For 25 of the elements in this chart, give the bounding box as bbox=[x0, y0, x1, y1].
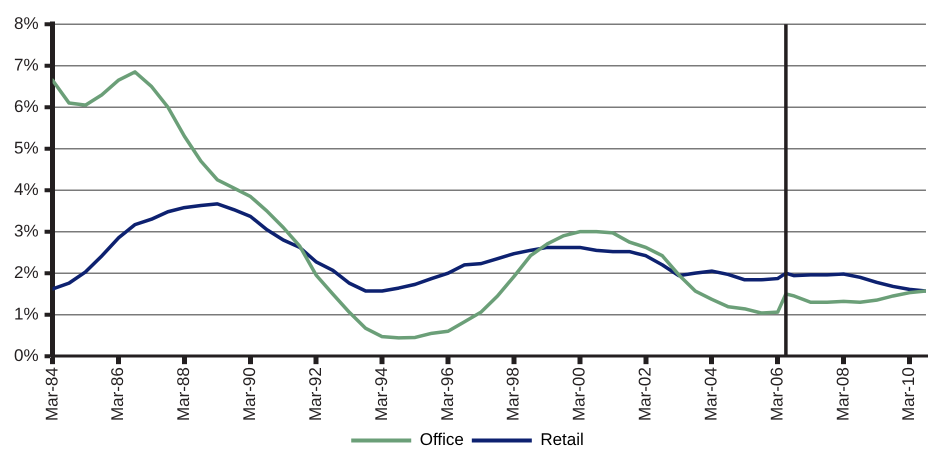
x-tick-label: Mar-86 bbox=[108, 367, 128, 422]
x-tick-label: Mar-88 bbox=[174, 367, 194, 422]
x-tick-label: Mar-84 bbox=[42, 367, 62, 422]
y-tick-label: 5% bbox=[14, 138, 39, 158]
x-tick-label: Mar-96 bbox=[438, 367, 457, 422]
x-tick-label: Mar-90 bbox=[240, 367, 260, 422]
x-tick-label: Mar-92 bbox=[306, 367, 325, 422]
x-tick-label: Mar-02 bbox=[636, 367, 655, 422]
y-tick-label: 6% bbox=[14, 96, 39, 116]
legend-label: Retail bbox=[540, 430, 584, 450]
x-tick-label: Mar-06 bbox=[767, 367, 786, 422]
x-tick-label: Mar-10 bbox=[899, 367, 918, 422]
y-tick-label: 4% bbox=[14, 180, 39, 199]
y-tick-label: 2% bbox=[14, 262, 39, 282]
x-tick-label: Mar-04 bbox=[701, 367, 720, 422]
y-tick-label: 7% bbox=[14, 55, 39, 74]
x-tick-label: Mar-94 bbox=[372, 367, 391, 422]
y-tick-label: 1% bbox=[14, 304, 39, 324]
y-tick-label: 3% bbox=[14, 221, 39, 240]
legend-label: Office bbox=[420, 430, 464, 450]
y-tick-label: 8% bbox=[14, 14, 39, 33]
x-tick-label: Mar-00 bbox=[570, 367, 589, 422]
x-tick-label: Mar-98 bbox=[504, 367, 523, 422]
x-tick-label: Mar-08 bbox=[833, 367, 852, 422]
y-tick-label: 0% bbox=[14, 346, 39, 365]
